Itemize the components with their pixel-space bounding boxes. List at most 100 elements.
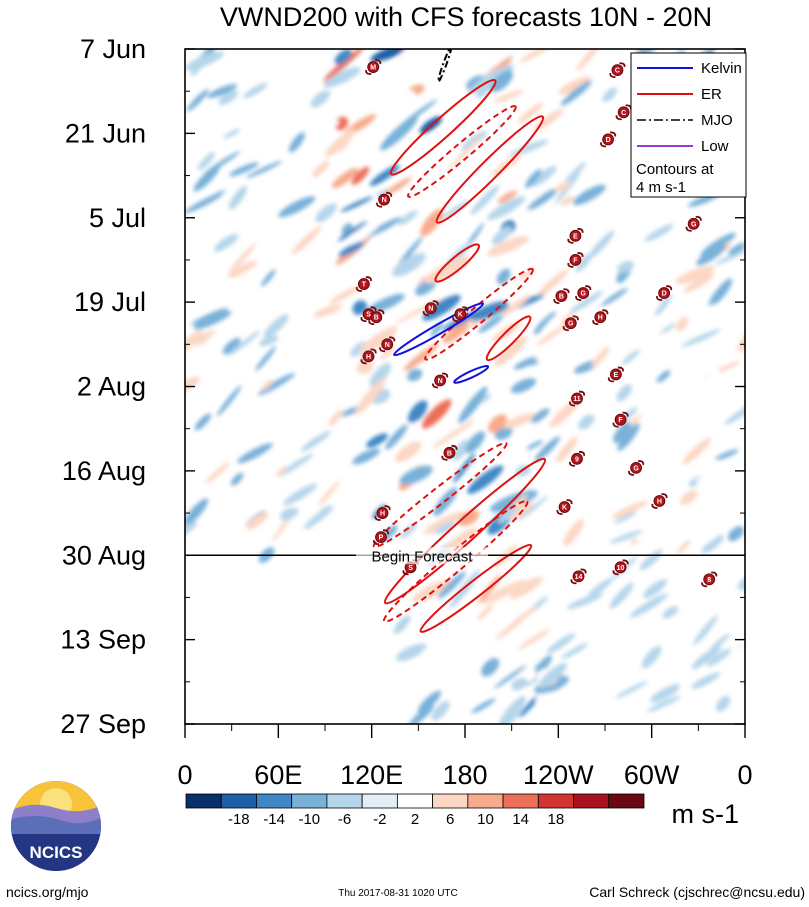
anomaly-blob	[230, 472, 244, 487]
anomaly-blob	[614, 687, 639, 720]
anomaly-blob	[655, 293, 673, 316]
anomaly-blob	[193, 164, 221, 192]
cyclone-arms	[568, 450, 586, 467]
anomaly-blob	[188, 399, 219, 414]
y-tick-label: 16 Aug	[62, 456, 146, 486]
colorbar-swatch	[502, 793, 539, 809]
anomaly-blob	[260, 379, 274, 391]
anomaly-blob	[329, 285, 362, 304]
anomaly-blob	[641, 645, 662, 669]
anomaly-blob	[344, 499, 358, 509]
anomaly-blob	[331, 167, 359, 189]
anomaly-blob	[228, 243, 256, 274]
anomaly-blob	[497, 696, 526, 724]
forecast-start-label: Begin Forecast	[372, 548, 474, 565]
anomaly-blob	[724, 400, 745, 425]
anomaly-blob	[691, 672, 721, 689]
anomaly-blob	[288, 132, 305, 153]
cyclone-letter: B	[447, 450, 452, 457]
anomaly-blob	[194, 413, 212, 431]
anomaly-blob	[517, 495, 549, 521]
anomaly-blob	[613, 422, 632, 444]
footer-url[interactable]: ncics.org/mjo	[6, 884, 89, 900]
anomaly-blob	[681, 329, 721, 347]
anomaly-blob	[695, 465, 737, 484]
anomaly-blob	[566, 593, 603, 610]
cyclone-letter: N	[438, 378, 443, 385]
cyclone-letter: H	[657, 499, 662, 506]
anomaly-blob	[221, 122, 235, 134]
cyclone-letter: D	[606, 137, 611, 144]
cyclone-letter: 11	[573, 396, 581, 403]
cyclone-letter: G	[691, 221, 697, 228]
cyclone-letter: E	[614, 372, 619, 379]
colorbar-swatch	[361, 793, 398, 809]
anomaly-blob	[691, 645, 722, 670]
anomaly-blob	[263, 314, 289, 338]
anomaly-blob	[494, 335, 528, 367]
anomaly-blob	[737, 333, 745, 352]
colorbar-label: 18	[548, 811, 565, 828]
cyclone-marker: 14	[570, 568, 587, 585]
cyclone-marker: B	[368, 309, 385, 326]
anomaly-blob	[656, 370, 671, 384]
anomaly-blob	[442, 319, 473, 344]
anomaly-blob	[283, 483, 318, 506]
forecast-label-background	[356, 547, 488, 565]
cyclone-eye	[571, 452, 583, 465]
cyclone-arms	[567, 252, 584, 268]
cyclone-eye	[602, 133, 615, 146]
cyclone-marker: K	[452, 306, 469, 323]
contour-er-4	[424, 267, 534, 361]
anomaly-blob	[328, 409, 344, 427]
cyclone-marker: N	[379, 336, 396, 353]
anomaly-blob	[406, 368, 423, 382]
cyclone-letter: T	[362, 282, 367, 289]
cyclone-marker: N	[432, 372, 449, 389]
anomaly-blob	[479, 393, 492, 404]
anomaly-blob	[422, 399, 452, 429]
anomaly-blob	[398, 210, 418, 226]
anomaly-blob	[703, 212, 725, 230]
cyclone-letter: 14	[575, 574, 583, 581]
cyclone-letter: S	[408, 565, 413, 572]
anomaly-blob	[337, 220, 368, 242]
anomaly-blob	[611, 500, 649, 519]
anomaly-blob	[185, 202, 195, 213]
anomaly-blob	[351, 166, 370, 186]
cyclone-eye	[555, 290, 568, 302]
anomaly-blob	[679, 490, 698, 505]
anomaly-blob	[634, 264, 665, 295]
cyclone-eye	[375, 531, 387, 544]
cyclone-arms	[452, 306, 469, 323]
cyclone-arms	[376, 191, 393, 208]
cyclone-eye	[370, 311, 383, 324]
cyclone-eye	[454, 308, 467, 321]
cyclone-eye	[571, 392, 583, 405]
anomaly-blob	[185, 498, 209, 526]
anomaly-blob	[517, 189, 541, 221]
cyclone-eye	[357, 278, 370, 290]
anomaly-blob	[315, 203, 337, 223]
anomaly-blob	[578, 679, 606, 691]
anomaly-blob	[257, 372, 296, 396]
anomaly-blob	[662, 606, 679, 619]
anomaly-blob	[389, 370, 409, 386]
anomaly-blob	[536, 269, 569, 298]
anomaly-blob	[643, 579, 668, 599]
anomaly-blob	[458, 509, 480, 527]
anomaly-blob	[449, 569, 481, 609]
anomaly-blob	[348, 208, 389, 243]
anomaly-blob	[693, 615, 719, 645]
anomaly-blob	[478, 314, 504, 333]
anomaly-blob	[313, 304, 342, 318]
anomaly-blob	[525, 169, 542, 189]
cyclone-letter: B	[374, 315, 379, 322]
cyclone-marker: P	[372, 529, 390, 546]
chart-title: VWND200 with CFS forecasts 10N - 20N	[220, 2, 712, 32]
contour-er-2	[435, 115, 545, 224]
footer-author: Carl Schreck (cjschrec@ncsu.edu)	[589, 884, 805, 900]
cyclone-letter: E	[573, 233, 578, 240]
anomaly-blob	[526, 440, 544, 450]
y-tick-label: 27 Sep	[60, 709, 146, 739]
